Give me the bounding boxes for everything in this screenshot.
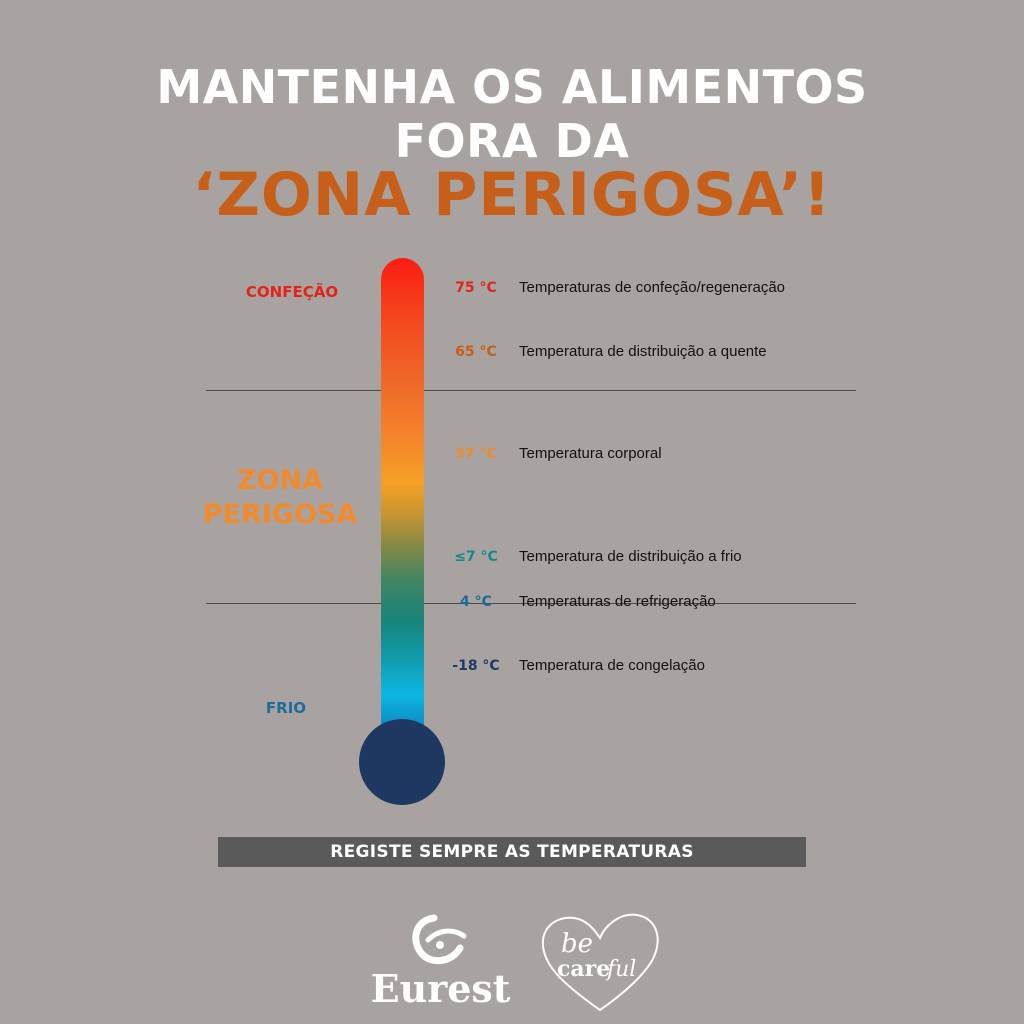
temp-value-75: 75 °C bbox=[455, 280, 497, 296]
thermometer-bulb bbox=[359, 719, 445, 805]
temp-desc-75: Temperaturas de confeção/regeneração bbox=[519, 279, 786, 296]
heart-icon: be care ful bbox=[541, 913, 659, 1012]
divider-bottom bbox=[206, 603, 856, 604]
temp-value-7: ≤7 °C bbox=[454, 549, 498, 565]
eurest-emblem-icon bbox=[412, 914, 467, 965]
temp-value-minus18: -18 °C bbox=[452, 658, 500, 674]
zone-label-confecao: CONFEÇÃO bbox=[245, 283, 339, 301]
temp-desc-minus18: Temperatura de congelação bbox=[519, 657, 705, 674]
eurest-wordmark: Eurest bbox=[370, 966, 511, 1011]
zone-label-frio: FRIO bbox=[265, 699, 307, 717]
headline-line-2: FORA DA bbox=[394, 114, 630, 168]
becareful-be: be bbox=[561, 929, 593, 959]
eurest-logo bbox=[368, 910, 513, 1015]
temp-desc-37: Temperatura corporal bbox=[519, 445, 662, 462]
becareful-logo: be care ful bbox=[535, 908, 665, 1018]
temp-desc-7: Temperatura de distribuição a frio bbox=[519, 548, 742, 565]
divider-top bbox=[206, 390, 856, 391]
zone-label-danger-line-1: ZONA bbox=[236, 465, 324, 496]
temp-value-4: 4 °C bbox=[460, 594, 492, 610]
zone-label-danger-line-2: PERIGOSA bbox=[202, 499, 358, 530]
temp-desc-4: Temperaturas de refrigeração bbox=[519, 593, 716, 610]
thermometer-tube bbox=[381, 258, 424, 748]
headline-danger-zone: ‘ZONA PERIGOSA’! bbox=[192, 160, 832, 230]
record-temperatures-banner: REGISTE SEMPRE AS TEMPERATURAS bbox=[218, 837, 806, 867]
becareful-ful: ful bbox=[605, 957, 636, 982]
zone-label-danger: ZONA PERIGOSA bbox=[195, 464, 365, 532]
becareful-care: care bbox=[557, 956, 610, 982]
headline-line-1: MANTENHA OS ALIMENTOS bbox=[156, 60, 868, 114]
temp-value-65: 65 °C bbox=[455, 344, 497, 360]
temp-desc-65: Temperatura de distribuição a quente bbox=[519, 343, 767, 360]
temp-value-37: 37 °C bbox=[455, 446, 497, 462]
